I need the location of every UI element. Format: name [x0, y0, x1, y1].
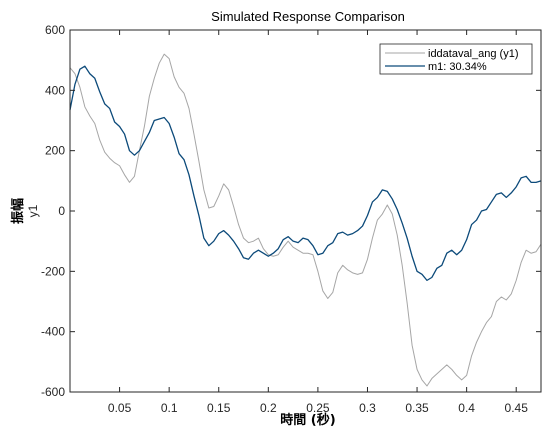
- series-line-measured: [69, 53, 542, 387]
- x-tick-label: 0.45: [505, 401, 529, 415]
- legend-box: [379, 43, 533, 75]
- series-layer: [69, 53, 542, 387]
- x-tick-label: 0.4: [458, 401, 475, 415]
- legend-label-model: m1: 30.34%: [428, 61, 487, 73]
- plot-background: [70, 30, 541, 392]
- y-tick-label: -600: [41, 385, 65, 399]
- plot-area: 0.05 0.1 0.15 0.2 0.25 0.3 0.35 0.4 0.45 -600 -40…: [41, 23, 542, 415]
- y-channel-label: y1: [26, 204, 40, 217]
- y-tick-label: 0: [58, 204, 65, 218]
- x-tick-label: 0.15: [207, 401, 231, 415]
- legend-label-measured: iddataval_ang (y1): [428, 48, 519, 60]
- y-tick-label: 200: [45, 144, 65, 158]
- x-tick-label: 0.35: [405, 401, 429, 415]
- y-tick-label: -400: [41, 325, 65, 339]
- x-axis-ticks: 0.05 0.1 0.15 0.2 0.25 0.3 0.35 0.4 0.45: [108, 30, 528, 415]
- y-tick-label: 400: [45, 83, 65, 97]
- x-tick-label: 0.3: [359, 401, 376, 415]
- x-axis-label: 時間 (秒): [280, 412, 335, 428]
- x-tick-label: 0.1: [161, 401, 178, 415]
- legend[interactable]: iddataval_ang (y1) m1: 30.34%: [379, 43, 533, 75]
- y-tick-label: 600: [45, 23, 65, 37]
- chart-title: Simulated Response Comparison: [211, 9, 405, 24]
- y-tick-label: -200: [41, 264, 65, 278]
- series-line-model: [69, 65, 542, 282]
- y-axis-label: 振幅: [10, 198, 26, 224]
- x-tick-label: 0.05: [108, 401, 132, 415]
- x-tick-label: 0.25: [306, 401, 330, 415]
- y-axis-ticks: -600 -400 -200 0 200 400 600: [41, 23, 541, 399]
- x-tick-label: 0.2: [260, 401, 277, 415]
